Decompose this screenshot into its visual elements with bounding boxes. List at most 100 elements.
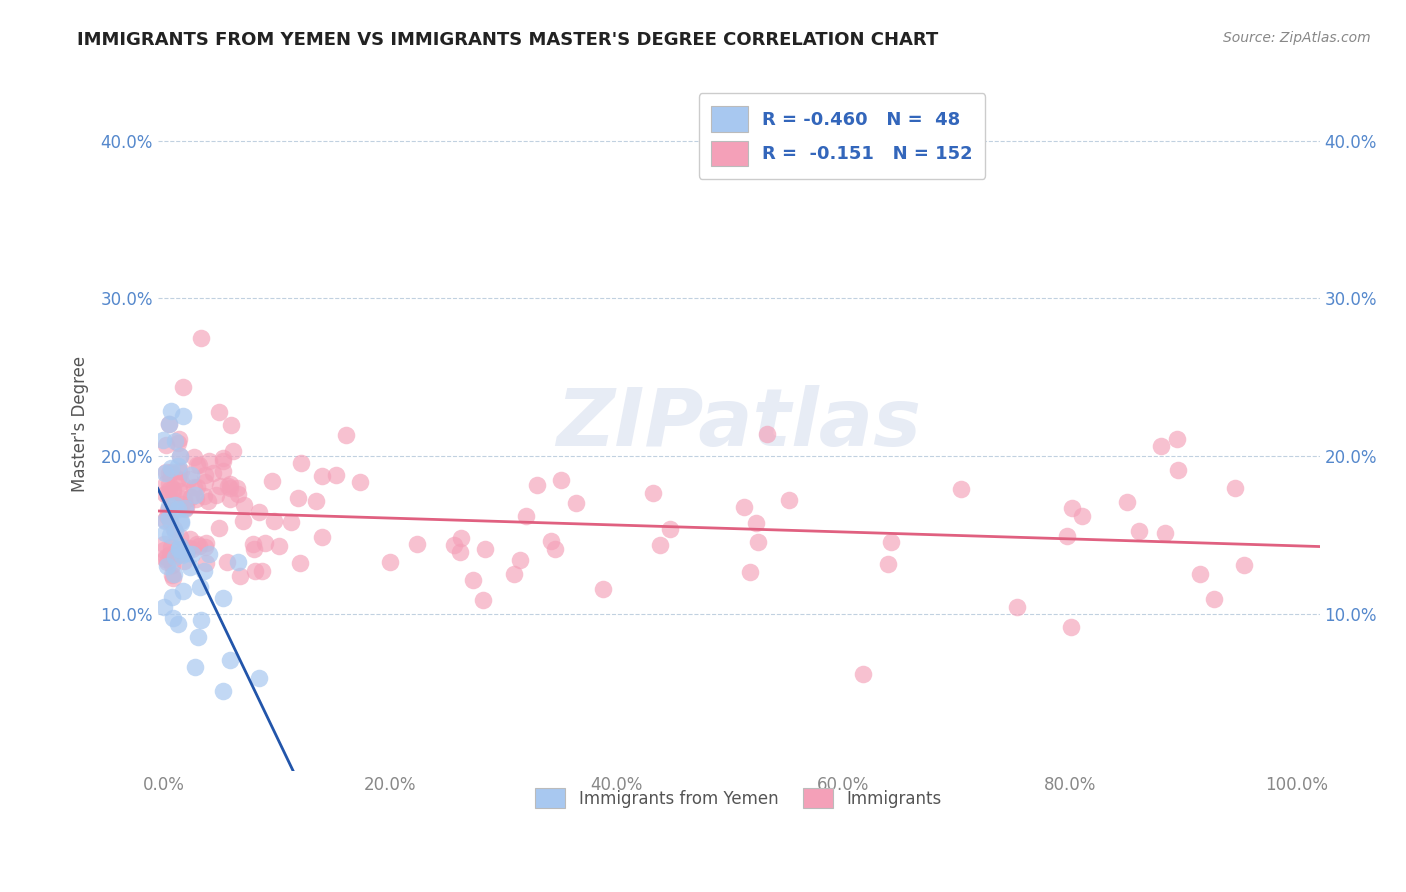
Point bbox=[201, 467, 224, 481]
Point bbox=[173, 501, 195, 516]
Point bbox=[162, 484, 184, 499]
Point bbox=[162, 482, 184, 496]
Point bbox=[641, 486, 664, 500]
Point bbox=[1071, 509, 1094, 524]
Point bbox=[162, 611, 184, 625]
Point bbox=[162, 571, 184, 585]
Point bbox=[170, 475, 193, 490]
Point bbox=[190, 614, 212, 628]
Point bbox=[153, 599, 176, 614]
Point bbox=[198, 454, 221, 468]
Point bbox=[153, 513, 176, 527]
Point bbox=[733, 500, 755, 514]
Point bbox=[167, 541, 190, 556]
Point bbox=[219, 492, 242, 507]
Point bbox=[166, 617, 188, 632]
Point bbox=[194, 540, 217, 554]
Point bbox=[165, 525, 187, 540]
Point bbox=[212, 450, 235, 465]
Point bbox=[173, 501, 195, 516]
Point bbox=[1150, 439, 1173, 453]
Point bbox=[155, 549, 177, 564]
Point bbox=[219, 476, 242, 491]
Point bbox=[155, 437, 177, 451]
Point bbox=[311, 468, 333, 483]
Point bbox=[288, 556, 311, 570]
Point bbox=[157, 417, 180, 432]
Point bbox=[263, 515, 285, 529]
Point bbox=[565, 496, 588, 510]
Point bbox=[186, 458, 208, 473]
Point bbox=[162, 568, 184, 582]
Point bbox=[159, 514, 181, 528]
Point bbox=[194, 467, 217, 482]
Point bbox=[179, 559, 201, 574]
Point bbox=[287, 491, 309, 505]
Point bbox=[876, 557, 898, 571]
Point bbox=[152, 433, 174, 447]
Point bbox=[184, 659, 207, 673]
Point bbox=[450, 531, 472, 545]
Point bbox=[167, 458, 190, 473]
Point bbox=[157, 511, 180, 525]
Point bbox=[880, 535, 903, 549]
Point bbox=[170, 498, 193, 512]
Point bbox=[166, 435, 188, 450]
Point bbox=[659, 522, 682, 536]
Point bbox=[193, 564, 215, 578]
Point bbox=[1153, 526, 1175, 541]
Point bbox=[187, 539, 209, 553]
Point bbox=[509, 553, 531, 567]
Point bbox=[155, 525, 177, 540]
Point bbox=[174, 546, 197, 560]
Point bbox=[155, 476, 177, 491]
Point bbox=[461, 574, 484, 588]
Point bbox=[186, 537, 208, 551]
Point bbox=[157, 466, 180, 480]
Point bbox=[167, 541, 190, 556]
Point bbox=[502, 566, 524, 581]
Point bbox=[204, 488, 226, 502]
Point bbox=[160, 404, 183, 418]
Point bbox=[174, 500, 197, 514]
Point bbox=[225, 481, 247, 495]
Point bbox=[474, 541, 496, 556]
Point bbox=[188, 580, 211, 594]
Point bbox=[226, 487, 249, 501]
Point bbox=[167, 472, 190, 486]
Point bbox=[950, 482, 973, 496]
Point bbox=[163, 499, 186, 513]
Point bbox=[305, 493, 328, 508]
Point bbox=[211, 453, 233, 467]
Point bbox=[325, 467, 347, 482]
Point bbox=[252, 564, 274, 578]
Point bbox=[405, 537, 427, 551]
Point bbox=[180, 547, 202, 561]
Point bbox=[254, 536, 277, 550]
Point bbox=[280, 515, 302, 529]
Point bbox=[153, 543, 176, 558]
Point bbox=[157, 489, 180, 503]
Point bbox=[212, 591, 235, 605]
Point bbox=[242, 541, 264, 556]
Point bbox=[157, 499, 180, 513]
Point bbox=[160, 590, 183, 604]
Point bbox=[170, 515, 193, 529]
Point bbox=[1223, 481, 1246, 495]
Point bbox=[247, 505, 270, 519]
Text: Source: ZipAtlas.com: Source: ZipAtlas.com bbox=[1223, 31, 1371, 45]
Point bbox=[170, 548, 193, 562]
Point bbox=[747, 535, 769, 549]
Point bbox=[160, 540, 183, 554]
Point bbox=[167, 501, 190, 516]
Point bbox=[1189, 567, 1212, 582]
Point bbox=[157, 483, 180, 497]
Point bbox=[208, 521, 231, 535]
Point bbox=[243, 565, 266, 579]
Point bbox=[1116, 494, 1139, 508]
Point bbox=[162, 503, 184, 517]
Point bbox=[1060, 501, 1083, 516]
Point bbox=[184, 488, 207, 502]
Point bbox=[181, 541, 204, 556]
Point bbox=[183, 450, 205, 465]
